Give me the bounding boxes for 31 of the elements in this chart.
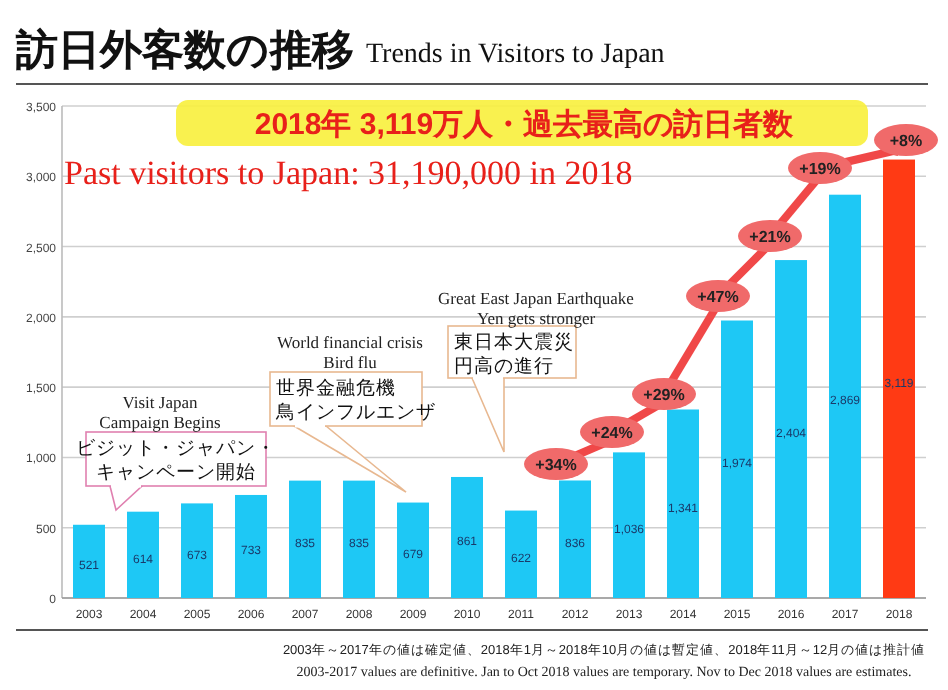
- annotation: +24%: [591, 424, 633, 442]
- annotation: World financial crisis Bird flu: [277, 332, 423, 372]
- bar: [235, 494, 267, 598]
- annotation: Great East Japan Earthquake Yen gets stronger: [438, 288, 635, 328]
- annotation: +8%: [889, 132, 923, 150]
- bar: [775, 260, 807, 598]
- annotation: +47%: [697, 288, 739, 306]
- chart-subtitle: Trends in Visitors to Japan: [366, 40, 665, 70]
- annotation: +34%: [535, 456, 577, 474]
- annotation: 円高の進行: [454, 354, 554, 378]
- chart-title: 訪日外客数の推移: [14, 26, 354, 74]
- annotation: キャンペーン開始: [96, 462, 256, 484]
- annotation: +21%: [749, 228, 791, 246]
- bar: [343, 480, 375, 598]
- annotation: +19%: [799, 160, 841, 178]
- bar: [505, 510, 537, 598]
- bar: [73, 524, 105, 598]
- bar: [451, 476, 483, 598]
- annotation: ビジット・ジャパン・: [76, 438, 276, 460]
- annotation: Past visitors to Japan: 31,190,000 in 2018: [64, 154, 633, 192]
- bar: [613, 452, 645, 598]
- bar: [829, 194, 861, 598]
- annotation: 東日本大震災: [454, 330, 574, 354]
- annotation: Visit Japan Campaign Begins: [99, 392, 221, 432]
- annotation: +29%: [643, 386, 685, 404]
- bar: [289, 480, 321, 598]
- annotation: 2018年 3,119万人・過去最高の訪日者数: [254, 106, 796, 142]
- bar: [721, 320, 753, 598]
- bar: [883, 159, 915, 598]
- bar: [181, 503, 213, 598]
- bar: [397, 502, 429, 598]
